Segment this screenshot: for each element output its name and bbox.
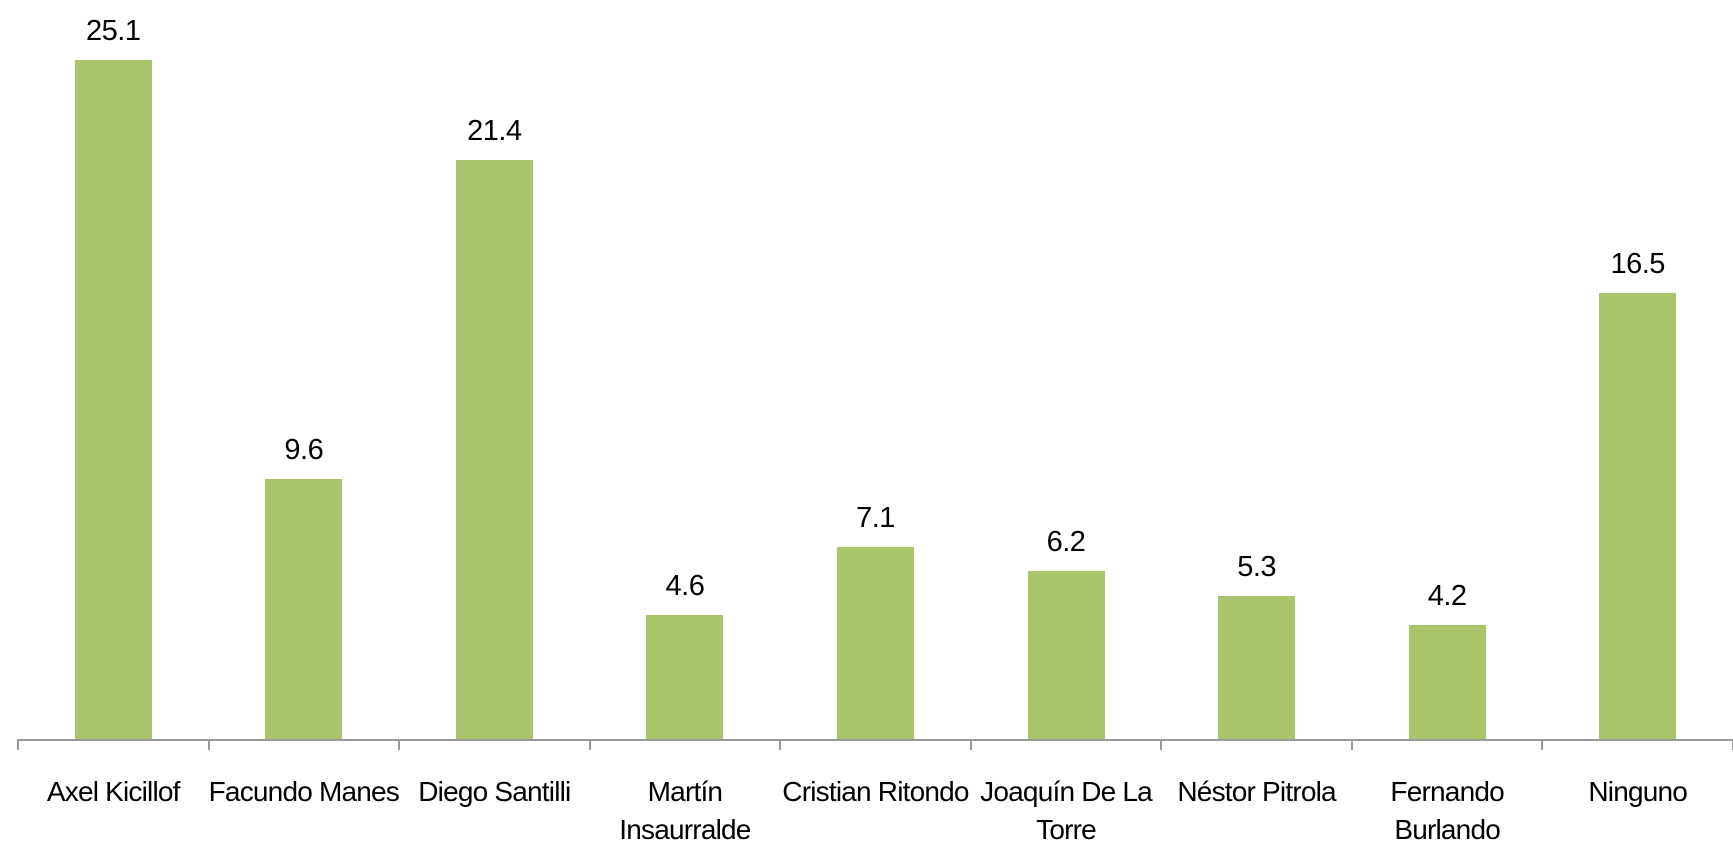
data-label: 4.2	[1427, 580, 1467, 613]
data-label: 16.5	[1610, 247, 1665, 280]
data-label: 25.1	[86, 15, 141, 47]
x-tick-label: Diego Santilli	[418, 776, 571, 807]
bar	[646, 614, 724, 739]
category-separator	[779, 739, 782, 750]
category-separator	[588, 739, 591, 750]
category-separator	[17, 739, 19, 750]
bar	[74, 60, 152, 739]
x-tick-label: Néstor Pitrola	[1177, 776, 1336, 807]
bar	[1599, 292, 1677, 739]
bar	[1027, 571, 1105, 739]
data-label: 5.3	[1237, 550, 1277, 583]
category-separator	[1541, 739, 1544, 750]
bar	[837, 546, 914, 739]
category-separator	[1350, 739, 1353, 750]
data-label: 9.6	[284, 434, 324, 467]
bar	[1408, 625, 1486, 739]
data-label: 7.1	[856, 501, 895, 534]
x-axis	[18, 739, 1733, 741]
x-tick-label: Axel Kicillof	[46, 776, 181, 807]
category-separator	[207, 739, 210, 750]
bar	[265, 479, 343, 739]
x-tick-label: Martín Insaurralde	[619, 776, 751, 845]
category-separator	[398, 739, 401, 750]
x-tick-label: Ninguno	[1588, 776, 1688, 807]
data-label: 21.4	[467, 115, 522, 148]
x-tick-label: Facundo Manes	[208, 776, 400, 807]
x-tick-label: Cristian Ritondo	[782, 776, 969, 807]
category-separator	[969, 739, 972, 750]
category-separator	[1160, 739, 1163, 750]
bar	[455, 160, 533, 739]
x-tick-label: Fernando Burlando	[1390, 776, 1504, 845]
data-label: 6.2	[1046, 526, 1086, 559]
x-tick-label: Joaquín De La Torre	[980, 776, 1153, 845]
bar	[1218, 595, 1296, 739]
data-label: 4.6	[665, 569, 705, 602]
